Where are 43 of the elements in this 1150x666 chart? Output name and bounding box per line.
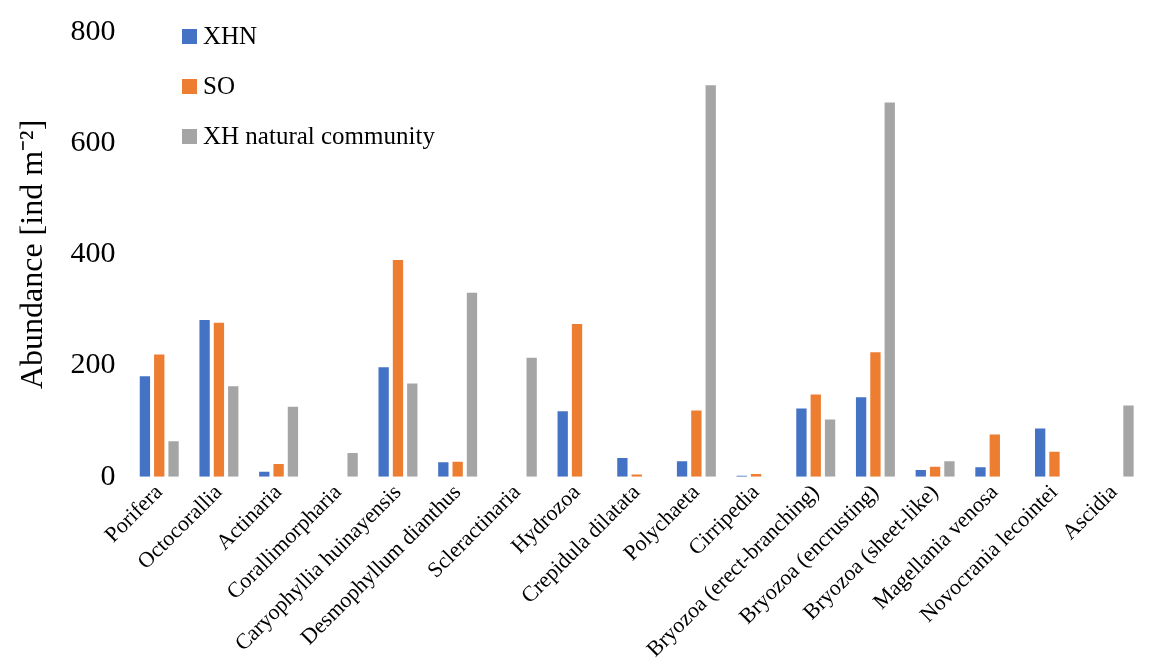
- bar: [1035, 428, 1046, 477]
- bar: [1123, 405, 1134, 477]
- bar: [347, 452, 358, 477]
- bar: [392, 259, 404, 477]
- bar: [407, 383, 418, 477]
- bar: [213, 322, 225, 477]
- bar: [154, 354, 165, 477]
- bar: [199, 320, 210, 477]
- bar: [989, 434, 1000, 477]
- bar: [139, 376, 151, 477]
- bar: [944, 461, 955, 477]
- bar: [617, 457, 628, 477]
- bar: [975, 467, 986, 477]
- bar: [571, 323, 583, 477]
- bar: [1049, 451, 1060, 477]
- legend-label: SO: [203, 72, 235, 100]
- bar: [452, 461, 463, 477]
- bar: [287, 406, 299, 477]
- y-tick-label: 800: [70, 12, 116, 46]
- legend-label: XHN: [203, 22, 258, 50]
- bar: [676, 461, 688, 477]
- bar: [228, 386, 239, 477]
- bar: [855, 397, 867, 477]
- bar: [378, 367, 389, 477]
- bar: [870, 352, 881, 477]
- y-axis-title: Abundance [ind m⁻²]: [12, 119, 49, 390]
- y-tick-label: 0: [100, 457, 116, 491]
- bar: [438, 462, 449, 477]
- bar: [168, 441, 179, 477]
- y-tick-label: 400: [70, 235, 116, 269]
- bar: [557, 411, 568, 477]
- bar: [884, 102, 895, 477]
- bar: [810, 394, 821, 477]
- bar: [824, 419, 836, 477]
- y-tick-label: 600: [70, 124, 116, 158]
- y-tick-label: 200: [70, 346, 116, 380]
- bar: [466, 292, 478, 477]
- bar: [273, 464, 284, 477]
- legend-label: XH natural community: [203, 122, 435, 150]
- bar: [796, 408, 807, 477]
- bar: [705, 85, 716, 477]
- bar: [526, 357, 537, 477]
- bar: [691, 410, 702, 477]
